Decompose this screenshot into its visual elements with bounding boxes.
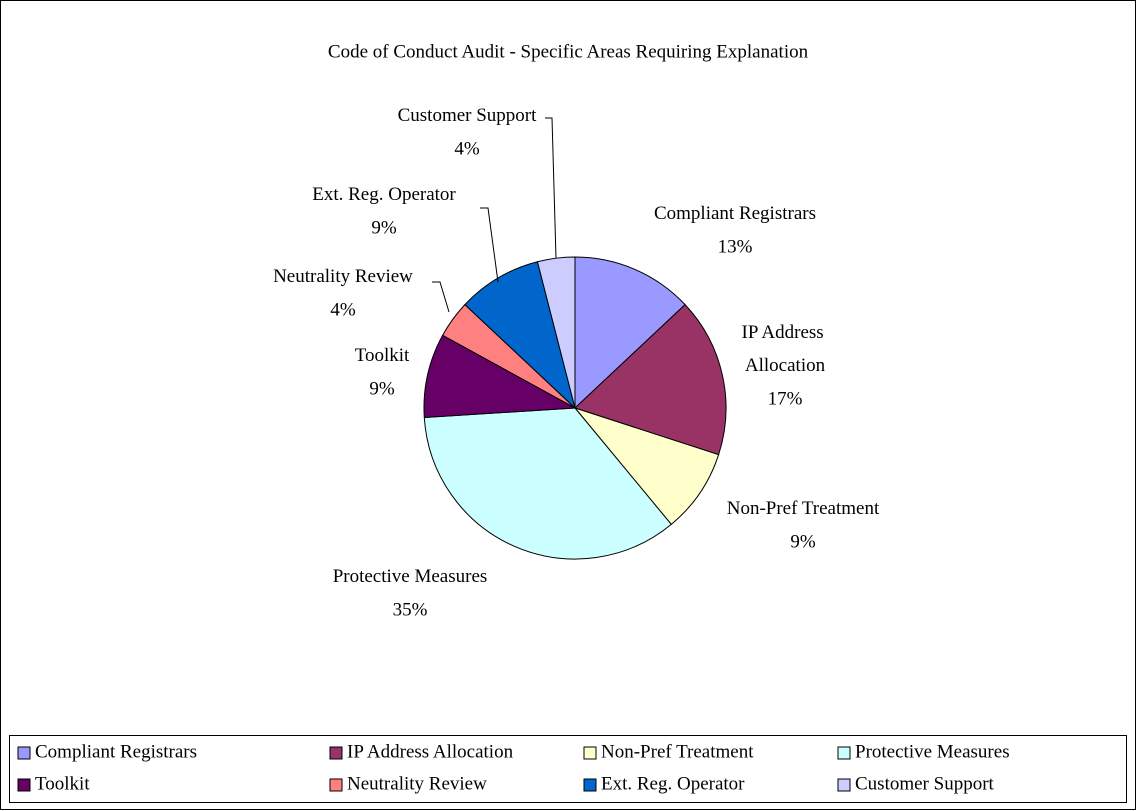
- pie-slice: [536, 256, 576, 409]
- legend-swatch: [583, 778, 597, 792]
- leader-line: [432, 281, 450, 313]
- slice-label: Customer Support: [398, 105, 538, 126]
- pie-slice: [574, 256, 686, 410]
- slice-label: Neutrality Review: [273, 266, 413, 287]
- pie-slice: [464, 261, 576, 410]
- slice-label-line: Neutrality Review: [273, 266, 413, 287]
- legend-label: IP Address Allocation: [347, 741, 514, 762]
- legend-label: Protective Measures: [855, 741, 1010, 762]
- slice-label-line: Toolkit: [355, 345, 410, 366]
- legend-swatch: [583, 746, 597, 760]
- slice-value-label: 4%: [330, 299, 356, 320]
- legend-label: Non-Pref Treatment: [601, 741, 754, 762]
- leader-line: [480, 207, 499, 283]
- pie-slice: [423, 334, 577, 419]
- slice-value-label: 9%: [369, 378, 395, 399]
- legend-swatch: [329, 746, 343, 760]
- slice-label: IP Address Allocation: [742, 322, 829, 376]
- pie-slice: [573, 406, 720, 526]
- slice-value-label: 9%: [371, 217, 397, 238]
- legend-label: Neutrality Review: [347, 773, 487, 794]
- slice-label-line: Ext. Reg. Operator: [312, 184, 456, 205]
- legend-label: Compliant Registrars: [35, 741, 197, 762]
- pie-slice: [574, 303, 727, 456]
- slice-value-label: 9%: [790, 531, 816, 552]
- leader-line: [545, 117, 557, 259]
- slice-value-label: 13%: [718, 236, 753, 257]
- legend-swatch: [17, 778, 31, 792]
- slice-value-label: 4%: [454, 138, 480, 159]
- slice-label: Toolkit: [355, 345, 410, 366]
- legend-label: Toolkit: [35, 773, 90, 794]
- chart-title: Code of Conduct Audit - Specific Areas R…: [328, 41, 809, 62]
- slice-label-line: Allocation: [745, 355, 826, 376]
- slice-label: Ext. Reg. Operator: [312, 184, 456, 205]
- slice-label-line: Compliant Registrars: [654, 203, 816, 224]
- legend-box: [9, 735, 1127, 803]
- legend-label: Customer Support: [855, 773, 995, 794]
- slice-value-label: 35%: [393, 599, 428, 620]
- slice-label: Protective Measures: [333, 566, 488, 587]
- slice-value-label: 17%: [768, 388, 803, 409]
- slice-label: Compliant Registrars: [654, 203, 816, 224]
- legend-swatch: [329, 778, 343, 792]
- slice-label-line: Non-Pref Treatment: [727, 498, 880, 519]
- slice-label: Non-Pref Treatment: [727, 498, 880, 519]
- slice-label-line: IP Address: [742, 322, 829, 343]
- legend-swatch: [17, 746, 31, 760]
- pie-slice: [423, 407, 672, 560]
- legend-swatch: [837, 778, 851, 792]
- legend-label: Ext. Reg. Operator: [601, 773, 745, 794]
- legend-swatch: [837, 746, 851, 760]
- slice-label-line: Protective Measures: [333, 566, 488, 587]
- slice-label-line: Customer Support: [398, 105, 538, 126]
